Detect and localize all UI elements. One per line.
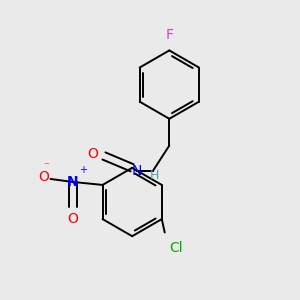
- Text: N: N: [131, 164, 142, 178]
- Text: O: O: [38, 170, 49, 184]
- Text: F: F: [165, 28, 173, 41]
- Text: Cl: Cl: [169, 242, 183, 255]
- Text: O: O: [88, 148, 99, 161]
- Text: ⁻: ⁻: [43, 161, 49, 172]
- Text: O: O: [68, 212, 78, 226]
- Text: N: N: [67, 175, 79, 189]
- Text: +: +: [79, 164, 87, 175]
- Text: H: H: [150, 169, 159, 182]
